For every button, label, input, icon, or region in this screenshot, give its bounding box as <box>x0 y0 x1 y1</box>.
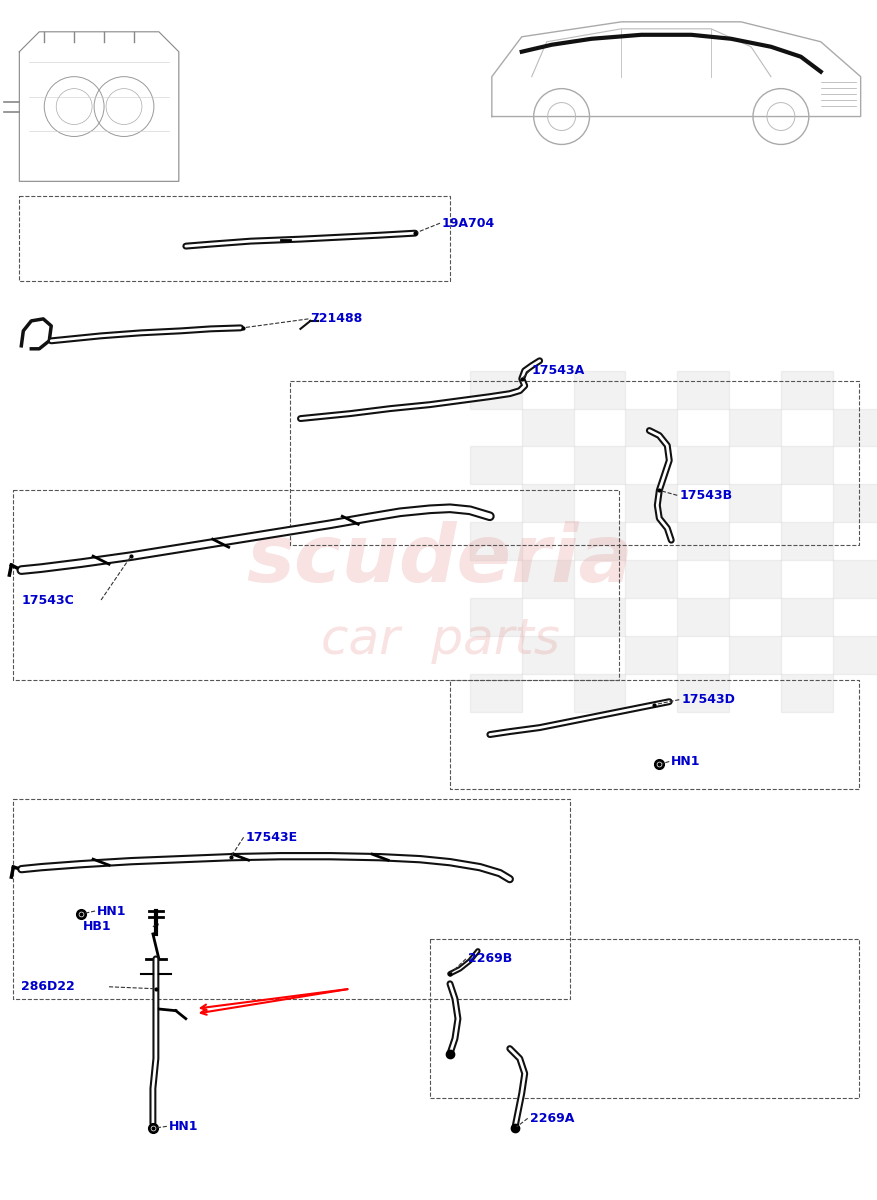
Bar <box>469 673 521 712</box>
Text: HB1: HB1 <box>83 920 111 934</box>
Bar <box>728 636 780 673</box>
Bar <box>521 485 573 522</box>
Text: 17543B: 17543B <box>679 488 731 502</box>
Bar <box>469 446 521 485</box>
Bar <box>728 485 780 522</box>
Bar <box>676 446 728 485</box>
Bar <box>780 371 831 409</box>
Bar <box>521 409 573 446</box>
Bar <box>521 636 573 673</box>
Bar <box>780 446 831 485</box>
Bar <box>831 409 877 446</box>
Bar <box>624 409 676 446</box>
Bar <box>573 371 624 409</box>
Text: 19A704: 19A704 <box>441 217 495 229</box>
Text: 2269B: 2269B <box>467 953 511 965</box>
Bar <box>573 598 624 636</box>
Bar <box>728 409 780 446</box>
Bar <box>831 560 877 598</box>
Bar <box>676 673 728 712</box>
Bar <box>831 485 877 522</box>
Text: 17543D: 17543D <box>681 694 734 706</box>
Bar <box>573 673 624 712</box>
Text: 17543A: 17543A <box>531 365 584 377</box>
Text: scuderia: scuderia <box>246 521 632 599</box>
Bar <box>728 560 780 598</box>
Text: HN1: HN1 <box>671 755 700 768</box>
Bar <box>624 560 676 598</box>
Bar <box>624 636 676 673</box>
Text: HN1: HN1 <box>97 905 126 918</box>
Bar <box>780 522 831 560</box>
Bar <box>624 485 676 522</box>
Text: car  parts: car parts <box>320 616 559 664</box>
Bar <box>831 636 877 673</box>
Bar <box>573 522 624 560</box>
Bar <box>469 371 521 409</box>
Text: 2269A: 2269A <box>529 1112 574 1124</box>
Text: 17543E: 17543E <box>246 830 297 844</box>
Bar <box>780 673 831 712</box>
Bar <box>469 522 521 560</box>
Bar <box>573 446 624 485</box>
Text: 17543C: 17543C <box>21 594 74 606</box>
Bar <box>676 522 728 560</box>
Bar <box>780 598 831 636</box>
Bar <box>676 371 728 409</box>
Text: 721488: 721488 <box>310 312 362 325</box>
Text: 286D22: 286D22 <box>21 980 75 994</box>
Bar <box>469 598 521 636</box>
Bar <box>521 560 573 598</box>
Text: HN1: HN1 <box>168 1120 198 1133</box>
Bar <box>676 598 728 636</box>
